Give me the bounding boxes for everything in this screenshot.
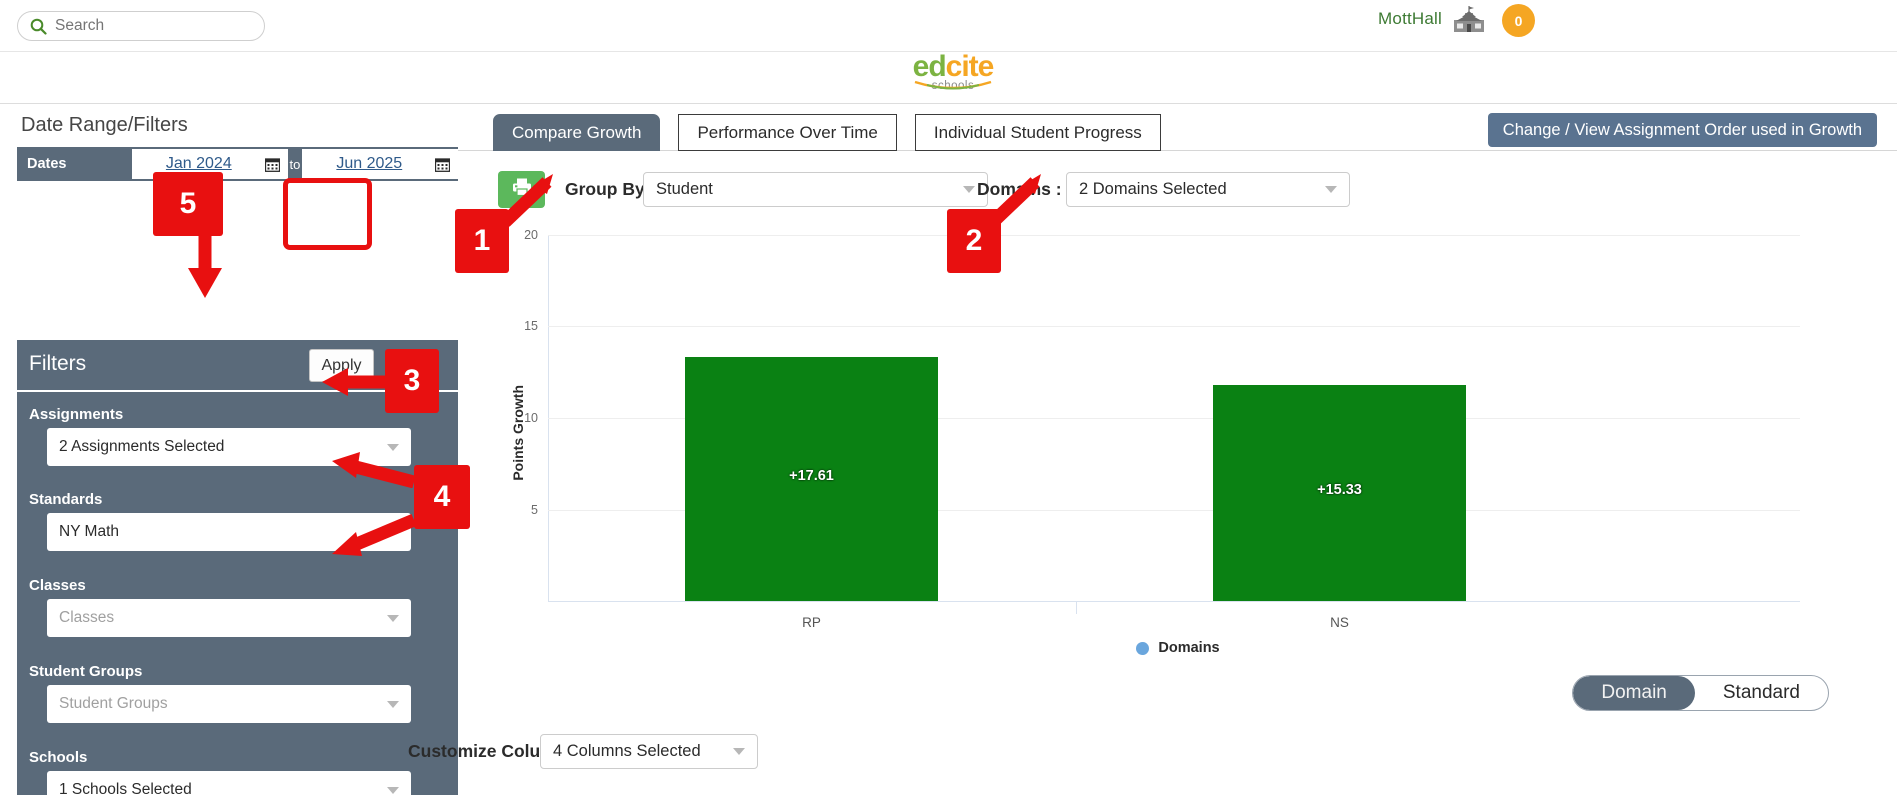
group-by-value: Student (656, 180, 713, 198)
filter-label-assignments: Assignments (29, 406, 124, 423)
dates-to-label: to (289, 156, 301, 172)
notification-badge[interactable]: 0 (1502, 4, 1535, 37)
domains-select[interactable]: 2 Domains Selected (1066, 172, 1350, 207)
top-bar: MottHall 0 (0, 0, 1897, 52)
filter-select-classes[interactable]: Classes (47, 599, 411, 637)
chart-legend: Domains (478, 640, 1878, 656)
apply-button[interactable]: Apply (309, 349, 374, 382)
growth-bar-chart: 20 15 10 5 Points Growth +17.61 +15.33 R… (478, 225, 1878, 665)
filter-value-schools: 1 Schools Selected (59, 781, 192, 795)
toggle-option-domain[interactable]: Domain (1573, 676, 1695, 710)
filter-value-assignments: 2 Assignments Selected (59, 438, 225, 455)
logo-text-ed: ed (912, 50, 947, 83)
search-box[interactable] (17, 11, 265, 41)
filters-title: Filters (29, 352, 87, 375)
domain-standard-toggle: Domain Standard (1572, 675, 1829, 711)
domains-value: 2 Domains Selected (1079, 180, 1227, 198)
bar-rp[interactable]: +17.61 (685, 357, 938, 601)
annotation-number-5: 5 (153, 172, 223, 236)
y-tick-label: 10 (524, 411, 538, 425)
customize-columns-select[interactable]: 4 Columns Selected (540, 734, 758, 769)
filter-select-standards[interactable]: NY Math (47, 513, 411, 551)
main-panel: Compare Growth Performance Over Time Ind… (408, 105, 1897, 795)
group-by-label: Group By : (565, 179, 656, 199)
date-from-value: Jan 2024 (165, 155, 232, 172)
annotation-number-3: 3 (385, 349, 439, 413)
chevron-down-icon (387, 786, 399, 794)
logo-subtitle: schools (931, 80, 975, 92)
search-icon (30, 18, 47, 35)
chevron-down-icon (1325, 186, 1337, 193)
chevron-down-icon (387, 614, 399, 622)
annotation-highlight-apply (283, 178, 372, 250)
date-to-value: Jun 2025 (336, 155, 403, 172)
y-tick-label: 15 (524, 319, 538, 333)
x-axis-tick (1076, 602, 1077, 614)
chevron-down-icon (387, 443, 399, 451)
logo-bar: edcite schools (0, 50, 1897, 104)
chevron-down-icon (387, 700, 399, 708)
logo-text-cite: cite (945, 50, 995, 83)
gridline (548, 235, 1800, 236)
gridline (548, 418, 1800, 419)
book-swoosh-icon (913, 78, 993, 97)
gridline (548, 510, 1800, 511)
y-tick-label: 5 (531, 503, 538, 517)
sidebar: Date Range/Filters Dates Jan 2024 to Jun… (0, 105, 458, 795)
bar-value-ns: +15.33 (1317, 482, 1362, 498)
customize-columns-value: 4 Columns Selected (553, 742, 701, 760)
tab-performance-over-time[interactable]: Performance Over Time (678, 114, 897, 151)
group-by-select[interactable]: Student (643, 172, 988, 207)
annotation-number-4: 4 (414, 465, 470, 529)
chevron-down-icon (963, 186, 975, 193)
y-axis-label: Points Growth (510, 385, 526, 481)
dates-label: Dates (27, 156, 67, 172)
change-view-assignment-order-button[interactable]: Change / View Assignment Order used in G… (1487, 113, 1877, 147)
chevron-down-icon (733, 748, 745, 755)
legend-label-domains: Domains (1158, 640, 1220, 656)
sidebar-title: Date Range/Filters (21, 114, 188, 136)
tab-bar: Compare Growth Performance Over Time Ind… (493, 114, 1161, 151)
domains-label: Domains : (977, 179, 1062, 199)
toggle-option-standard[interactable]: Standard (1722, 682, 1800, 703)
filter-label-schools: Schools (29, 749, 88, 766)
school-building-icon (1452, 5, 1486, 35)
filter-value-standards: NY Math (59, 523, 120, 540)
dates-row: Dates Jan 2024 to Jun 2025 (17, 147, 458, 181)
y-tick-label: 20 (524, 228, 538, 242)
x-axis (548, 601, 1800, 602)
filters-body: Assignments 2 Assignments Selected Stand… (17, 392, 458, 795)
printer-icon (511, 177, 533, 202)
bar-ns[interactable]: +15.33 (1213, 385, 1466, 601)
x-label-ns: NS (1330, 615, 1349, 630)
filter-select-student-groups[interactable]: Student Groups (47, 685, 411, 723)
print-button[interactable] (498, 171, 545, 208)
filter-value-student-groups: Student Groups (59, 695, 168, 712)
annotation-number-2: 2 (947, 209, 1001, 273)
filter-label-classes: Classes (29, 577, 86, 594)
calendar-icon[interactable] (264, 157, 280, 172)
search-input[interactable] (55, 17, 252, 35)
calendar-icon[interactable] (434, 157, 451, 172)
edcite-logo: edcite schools (893, 50, 1013, 92)
filter-label-standards: Standards (29, 491, 103, 508)
filter-value-classes: Classes (59, 609, 115, 626)
filter-label-student-groups: Student Groups (29, 663, 143, 680)
user-name[interactable]: MottHall (1378, 9, 1442, 28)
x-label-rp: RP (802, 615, 821, 630)
chart-plot-area: 20 15 10 5 Points Growth +17.61 +15.33 R… (510, 228, 1800, 630)
bar-value-rp: +17.61 (789, 468, 834, 484)
annotation-number-1: 1 (455, 209, 509, 273)
filter-select-schools[interactable]: 1 Schools Selected (47, 771, 411, 795)
tabs-divider (458, 150, 1897, 151)
tab-compare-growth[interactable]: Compare Growth (493, 114, 661, 151)
customize-columns-label: Customize Columns: (408, 741, 583, 761)
date-to-field[interactable]: Jun 2025 (302, 149, 458, 179)
filter-select-assignments[interactable]: 2 Assignments Selected (47, 428, 411, 466)
gridline (548, 326, 1800, 327)
legend-marker-icon (1136, 641, 1150, 655)
tab-individual-student-progress[interactable]: Individual Student Progress (914, 114, 1161, 151)
